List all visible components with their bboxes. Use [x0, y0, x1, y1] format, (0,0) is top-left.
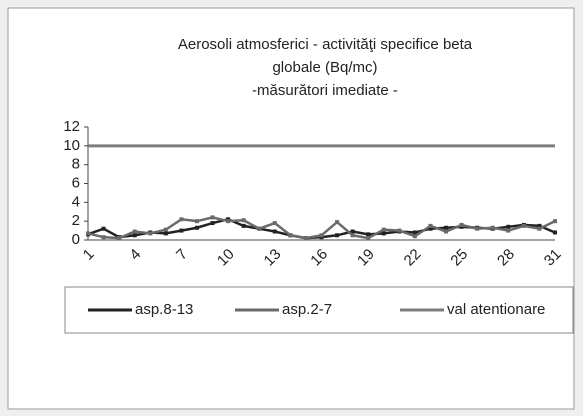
point-marker	[506, 228, 511, 233]
point-marker	[272, 229, 277, 234]
point-marker	[475, 226, 480, 231]
point-marker	[335, 220, 340, 225]
point-marker	[179, 217, 184, 222]
chart-subtitle: globale (Bq/mc)	[272, 59, 377, 76]
point-marker	[553, 219, 557, 224]
point-marker	[490, 225, 495, 230]
point-marker	[86, 231, 90, 236]
point-marker	[226, 219, 231, 224]
y-tick-label: 12	[63, 118, 80, 135]
point-marker	[179, 228, 184, 233]
y-tick-label: 4	[72, 193, 80, 210]
point-marker	[132, 233, 137, 238]
point-marker	[272, 221, 277, 226]
point-marker	[521, 223, 526, 228]
point-marker	[428, 223, 433, 228]
point-marker	[257, 226, 262, 231]
y-tick-label: 6	[72, 174, 80, 191]
point-marker	[537, 223, 542, 228]
point-marker	[132, 229, 137, 234]
y-tick-label: 0	[72, 231, 80, 248]
point-marker	[366, 236, 371, 241]
point-marker	[444, 225, 449, 230]
point-marker	[350, 233, 355, 238]
point-marker	[148, 231, 153, 236]
y-tick-label: 8	[72, 156, 80, 173]
point-marker	[397, 228, 402, 233]
point-marker	[303, 236, 308, 241]
chart-subtitle: -măsurători imediate -	[252, 82, 398, 99]
point-marker	[163, 231, 168, 236]
point-marker	[506, 224, 511, 229]
chart-title: Aerosoli atmosferici - activităţi specif…	[178, 36, 473, 53]
point-marker	[459, 222, 464, 227]
point-marker	[381, 227, 386, 232]
point-marker	[537, 226, 542, 231]
y-tick-label: 10	[63, 137, 80, 154]
legend-label: asp.2-7	[282, 301, 332, 318]
legend-label: asp.8-13	[135, 301, 193, 318]
legend-label: val atentionare	[447, 301, 545, 318]
point-marker	[335, 233, 340, 238]
y-tick-label: 2	[72, 212, 80, 229]
point-marker	[553, 230, 557, 235]
point-marker	[194, 219, 199, 224]
point-marker	[117, 236, 122, 241]
point-marker	[381, 231, 386, 236]
point-marker	[366, 232, 371, 237]
point-marker	[241, 223, 246, 228]
point-marker	[101, 235, 106, 240]
point-marker	[288, 233, 293, 238]
point-marker	[101, 226, 106, 231]
point-marker	[210, 221, 215, 226]
point-marker	[412, 234, 417, 239]
point-marker	[210, 215, 215, 220]
point-marker	[163, 227, 168, 232]
chart-frame	[7, 7, 575, 410]
point-marker	[350, 229, 355, 234]
point-marker	[412, 230, 417, 235]
point-marker	[319, 233, 324, 238]
point-marker	[194, 225, 199, 230]
point-marker	[428, 226, 433, 231]
point-marker	[444, 229, 449, 234]
legend-box	[64, 286, 574, 334]
point-marker	[241, 218, 246, 223]
